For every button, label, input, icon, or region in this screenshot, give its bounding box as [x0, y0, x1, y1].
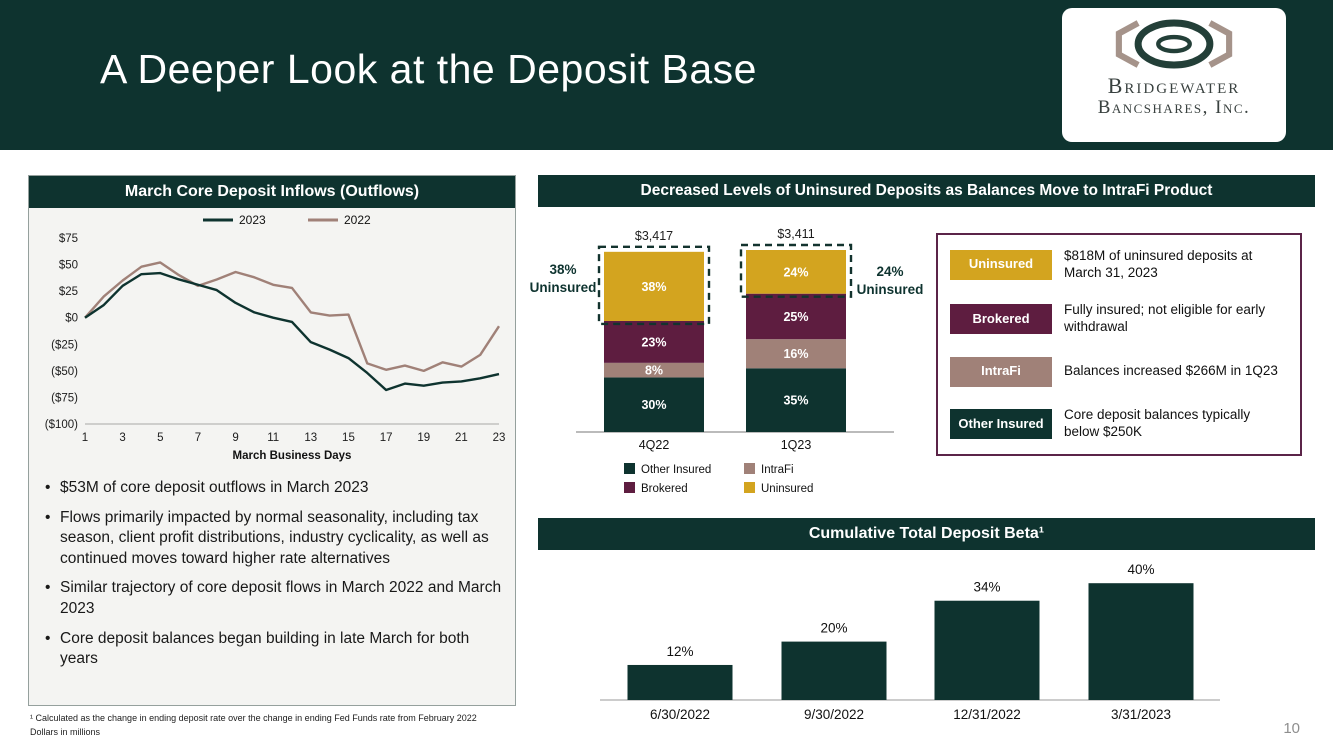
- callout-right-label: Uninsured: [856, 281, 924, 297]
- definition-row: Uninsured $818M of uninsured deposits at…: [950, 248, 1288, 282]
- footnote: ¹ Calculated as the change in ending dep…: [30, 712, 477, 740]
- definition-badge-brokered: Brokered: [950, 304, 1052, 335]
- footnote-line1: ¹ Calculated as the change in ending dep…: [30, 713, 477, 723]
- definition-text-other-insured: Core deposit balances typically below $2…: [1064, 407, 1251, 440]
- page-number: 10: [1283, 720, 1300, 737]
- svg-text:23: 23: [493, 432, 506, 444]
- definition-badge-uninsured: Uninsured: [950, 249, 1052, 280]
- logo-card: Bridgewater Bancshares, Inc.: [1062, 8, 1286, 142]
- svg-text:$25: $25: [59, 286, 78, 298]
- definitions-box: Uninsured $818M of uninsured deposits at…: [936, 233, 1302, 456]
- svg-text:5: 5: [157, 432, 163, 444]
- svg-text:6/30/2022: 6/30/2022: [650, 707, 710, 722]
- svg-text:($100): ($100): [45, 419, 78, 431]
- svg-text:March Business Days: March Business Days: [233, 450, 352, 462]
- definition-row: Other Insured Core deposit balances typi…: [950, 407, 1288, 441]
- bullet-item: Similar trajectory of core deposit flows…: [43, 578, 505, 619]
- deposit-beta-bar-chart: 12% 6/30/2022 20% 9/30/2022 34% 12/31/2022 40%…: [600, 562, 1220, 722]
- uninsured-panel-header: Decreased Levels of Uninsured Deposits a…: [538, 175, 1315, 207]
- definition-text-intrafi: Balances increased $266M in 1Q23: [1064, 363, 1278, 379]
- svg-text:12/31/2022: 12/31/2022: [953, 707, 1021, 722]
- bridgewater-logo-icon: [1115, 19, 1233, 69]
- callout-left-label: Uninsured: [529, 279, 597, 295]
- callout-right-percent: 24%: [876, 264, 904, 279]
- svg-text:38%: 38%: [641, 280, 666, 294]
- svg-text:12%: 12%: [666, 644, 693, 659]
- definition-badge-other-insured: Other Insured: [950, 409, 1052, 440]
- logo-name-line1: Bridgewater: [1107, 73, 1241, 98]
- beta-panel-header: Cumulative Total Deposit Beta¹: [538, 518, 1315, 550]
- definition-row: Brokered Fully insured; not eligible for…: [950, 302, 1288, 336]
- svg-text:$75: $75: [59, 233, 78, 245]
- svg-text:17: 17: [380, 432, 393, 444]
- svg-text:35%: 35%: [783, 394, 808, 408]
- svg-text:2023: 2023: [239, 213, 266, 227]
- svg-text:23%: 23%: [641, 335, 666, 349]
- definition-row: IntraFi Balances increased $266M in 1Q23: [950, 356, 1288, 387]
- definition-text-brokered: Fully insured; not eligible for early wi…: [1064, 302, 1266, 335]
- header-band: A Deeper Look at the Deposit Base Bridge…: [0, 0, 1333, 150]
- logo-name-line2: Bancshares, Inc.: [1097, 97, 1251, 119]
- svg-text:30%: 30%: [641, 398, 666, 412]
- svg-text:Brokered: Brokered: [641, 483, 688, 495]
- svg-text:9: 9: [232, 432, 238, 444]
- core-deposit-panel: March Core Deposit Inflows (Outflows) $7…: [28, 175, 516, 706]
- svg-text:3: 3: [119, 432, 125, 444]
- svg-text:($50): ($50): [51, 366, 78, 378]
- svg-text:15: 15: [342, 432, 355, 444]
- svg-text:($75): ($75): [51, 392, 78, 404]
- callout-left: 38% Uninsured: [528, 261, 598, 296]
- definition-text-uninsured: $818M of uninsured deposits at March 31,…: [1064, 248, 1253, 280]
- bullet-list: $53M of core deposit outflows in March 2…: [43, 478, 505, 670]
- definition-badge-intrafi: IntraFi: [950, 356, 1052, 387]
- uninsured-stacked-bar-chart: 30% 8% 23% 38% $3,417 4Q22 35% 16% 25% 24% $3,411 1…: [576, 227, 894, 495]
- svg-text:34%: 34%: [973, 580, 1000, 595]
- svg-text:$3,411: $3,411: [777, 227, 814, 241]
- svg-text:$3,417: $3,417: [635, 229, 673, 243]
- slide-title: A Deeper Look at the Deposit Base: [100, 46, 757, 92]
- svg-text:2022: 2022: [344, 213, 371, 227]
- bullet-item: $53M of core deposit outflows in March 2…: [43, 478, 505, 499]
- bullet-item: Flows primarily impacted by normal seaso…: [43, 508, 505, 570]
- svg-text:4Q22: 4Q22: [639, 438, 670, 452]
- svg-text:8%: 8%: [645, 364, 663, 378]
- svg-text:25%: 25%: [783, 310, 808, 324]
- svg-text:24%: 24%: [783, 265, 808, 279]
- svg-text:21: 21: [455, 432, 468, 444]
- core-deposit-panel-header: March Core Deposit Inflows (Outflows): [29, 176, 515, 208]
- callout-left-percent: 38%: [549, 262, 577, 277]
- svg-text:11: 11: [267, 432, 279, 444]
- svg-text:($25): ($25): [51, 339, 78, 351]
- svg-text:3/31/2023: 3/31/2023: [1111, 707, 1171, 722]
- svg-text:Uninsured: Uninsured: [761, 483, 813, 495]
- svg-text:$0: $0: [65, 313, 78, 325]
- svg-text:40%: 40%: [1127, 562, 1154, 577]
- svg-text:13: 13: [304, 432, 317, 444]
- core-deposit-flows-line-chart: $75$50$25$0($25)($50)($75)($100)1 3 5 7 9 11 1…: [45, 213, 506, 462]
- svg-text:1: 1: [82, 432, 88, 444]
- svg-text:7: 7: [195, 432, 201, 444]
- svg-text:1Q23: 1Q23: [781, 438, 812, 452]
- footnote-line2: Dollars in millions: [30, 726, 101, 737]
- svg-text:19: 19: [417, 432, 430, 444]
- svg-text:IntraFi: IntraFi: [761, 464, 794, 476]
- svg-text:20%: 20%: [820, 621, 847, 636]
- callout-right: 24% Uninsured: [850, 263, 930, 298]
- svg-text:Other Insured: Other Insured: [641, 464, 711, 476]
- bullet-item: Core deposit balances began building in …: [43, 629, 505, 670]
- svg-text:9/30/2022: 9/30/2022: [804, 707, 864, 722]
- svg-text:$50: $50: [59, 260, 78, 272]
- svg-text:16%: 16%: [783, 347, 808, 361]
